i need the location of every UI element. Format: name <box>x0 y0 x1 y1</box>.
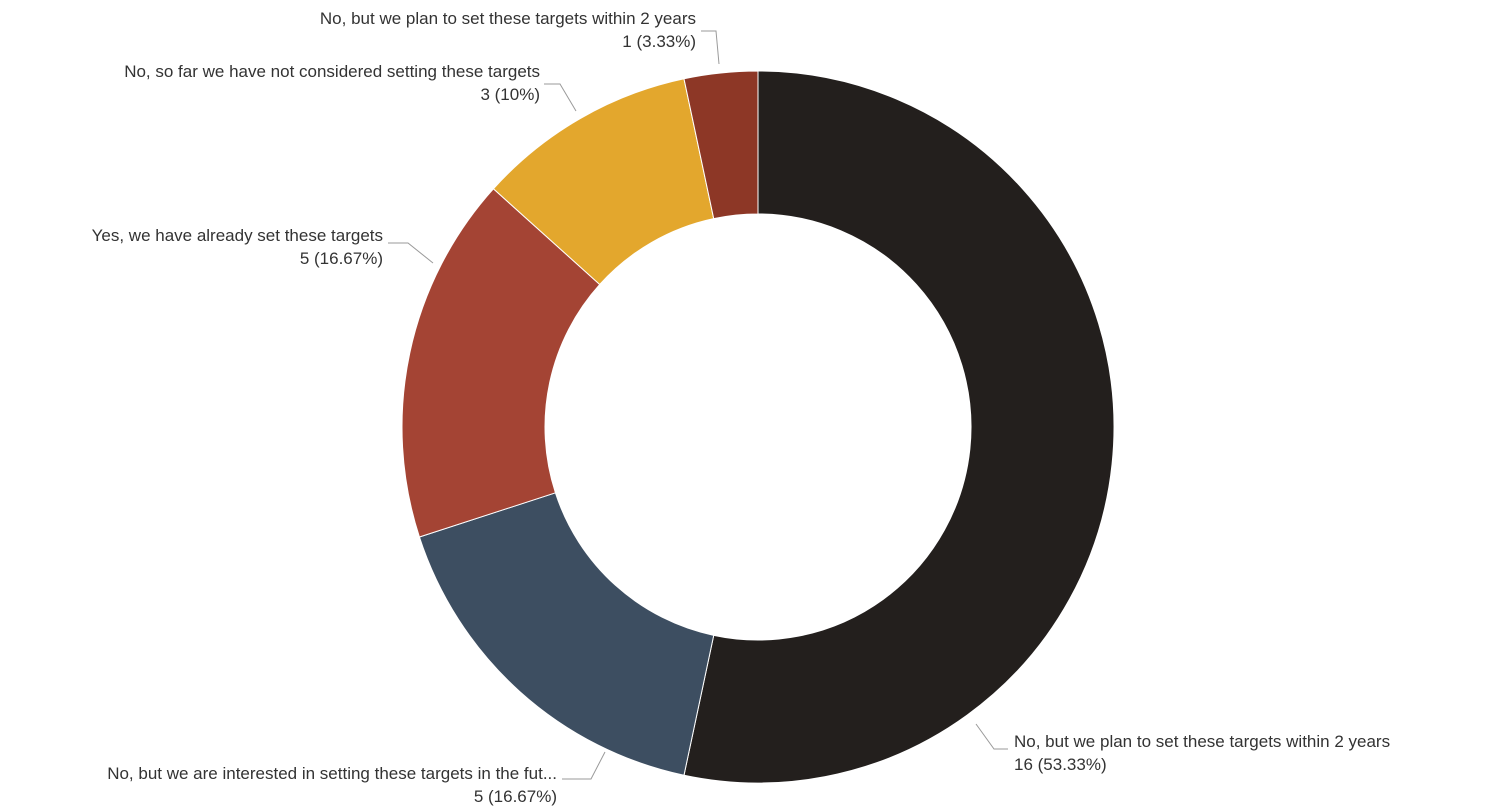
slice-category-label: No, but we are interested in setting the… <box>107 764 557 783</box>
slice-value-label: 5 (16.67%) <box>300 249 383 268</box>
slice-category-label: No, so far we have not considered settin… <box>124 62 540 81</box>
slice-value-label: 1 (3.33%) <box>622 32 696 51</box>
donut-slices <box>401 70 1115 784</box>
leader-line-5 <box>701 30 720 65</box>
donut-slice-1[interactable] <box>683 70 1115 784</box>
slice-value-label: 3 (10%) <box>480 85 540 104</box>
slice-value-label: 5 (16.67%) <box>474 787 557 806</box>
donut-slice-2[interactable] <box>418 492 715 776</box>
donut-slice-3[interactable] <box>401 188 601 538</box>
leader-line-1 <box>975 723 1008 750</box>
data-labels: No, but we plan to set these targets wit… <box>92 9 1390 806</box>
leader-line-3 <box>388 242 434 264</box>
slice-category-label: No, but we plan to set these targets wit… <box>320 9 696 28</box>
donut-slice-5[interactable] <box>683 70 759 220</box>
slice-category-label: Yes, we have already set these targets <box>92 226 383 245</box>
leader-line-2 <box>562 751 606 780</box>
leader-line-4 <box>544 83 577 112</box>
slice-category-label: No, but we plan to set these targets wit… <box>1014 732 1390 751</box>
slice-value-label: 16 (53.33%) <box>1014 755 1107 774</box>
